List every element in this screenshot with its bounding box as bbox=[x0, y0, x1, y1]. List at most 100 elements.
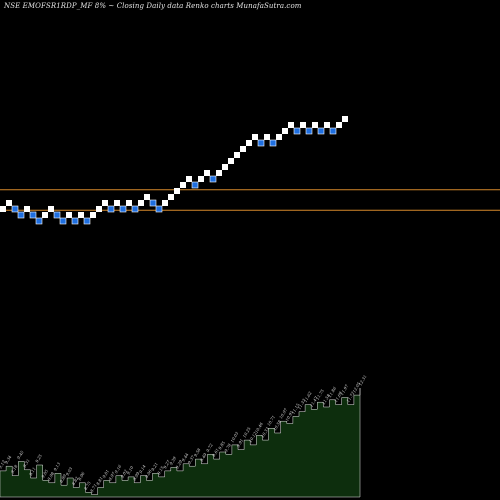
profile-label: 8.82 bbox=[71, 475, 80, 486]
renko-brick-up bbox=[168, 194, 174, 200]
profile-label: 9.12 bbox=[0, 459, 7, 470]
profile-label: 9.18 bbox=[10, 464, 19, 475]
profile-label: 9.14 bbox=[138, 464, 147, 475]
renko-brick-down bbox=[35, 217, 43, 225]
profile-label: 9.58 bbox=[193, 447, 202, 458]
profile-label: 8.97 bbox=[107, 471, 116, 482]
profile-label: 11.75 bbox=[315, 388, 325, 401]
profile-label: 8.75 bbox=[83, 480, 92, 491]
profile-label: 8.89 bbox=[59, 473, 68, 484]
profile-label: 9.16 bbox=[113, 464, 122, 475]
profile-label: 9.45 bbox=[16, 449, 25, 460]
profile-label: 10.03 bbox=[229, 431, 239, 444]
renko-brick-up bbox=[342, 116, 348, 122]
renko-brick-up bbox=[312, 122, 318, 128]
profile-label: 8.99 bbox=[132, 471, 141, 482]
profile-label: 9.29 bbox=[174, 459, 183, 470]
renko-brick-up bbox=[96, 206, 102, 212]
profile-label: 9.13 bbox=[52, 461, 61, 472]
profile-label: 9.31 bbox=[22, 458, 31, 468]
renko-brick-up bbox=[90, 212, 96, 218]
profile-label: 10.97 bbox=[278, 407, 288, 420]
renko-brick-up bbox=[216, 170, 222, 176]
profile-label: 11.33 bbox=[297, 397, 307, 410]
renko-brick-up bbox=[228, 158, 234, 164]
profile-label: 9.27 bbox=[162, 459, 171, 470]
price-profile-area bbox=[0, 388, 361, 498]
renko-brick-up bbox=[288, 122, 294, 128]
renko-brick-up bbox=[246, 140, 252, 146]
profile-label: 9.21 bbox=[150, 462, 159, 472]
renko-bricks bbox=[0, 116, 348, 225]
profile-label: 9.03 bbox=[65, 466, 74, 477]
renko-brick-up bbox=[240, 146, 246, 152]
profile-label: 9.61 bbox=[211, 447, 220, 457]
profile-label: 9.78 bbox=[223, 442, 232, 453]
profile-label: 11.47 bbox=[309, 395, 319, 408]
profile-label: 9.15 bbox=[156, 465, 165, 476]
profile-label: 12.05 bbox=[351, 381, 361, 394]
profile-label: 11.62 bbox=[303, 390, 313, 403]
renko-brick-down bbox=[293, 127, 301, 135]
price-profile bbox=[0, 388, 361, 498]
profile-label: 9.10 bbox=[126, 465, 135, 476]
renko-brick-down bbox=[191, 181, 199, 189]
renko-brick-down bbox=[59, 217, 67, 225]
renko-brick-up bbox=[300, 122, 306, 128]
profile-label: 9.05 bbox=[40, 468, 49, 479]
renko-brick-up bbox=[324, 122, 330, 128]
profile-label: 8.96 bbox=[77, 471, 86, 482]
reference-lines bbox=[0, 189, 500, 211]
profile-label: 10.91 bbox=[284, 410, 294, 422]
profile-label: 9.11 bbox=[28, 466, 37, 476]
renko-brick-up bbox=[102, 200, 108, 206]
profile-label: 10.33 bbox=[260, 426, 270, 439]
renko-brick-up bbox=[276, 134, 282, 140]
renko-brick-up bbox=[234, 152, 240, 158]
renko-brick-up bbox=[204, 170, 210, 176]
profile-label: 10.71 bbox=[266, 414, 276, 426]
renko-brick-down bbox=[83, 217, 91, 225]
renko-brick-down bbox=[131, 205, 139, 213]
renko-brick-down bbox=[107, 205, 115, 213]
profile-label: 11.15 bbox=[290, 402, 300, 415]
renko-brick-up bbox=[138, 200, 144, 206]
renko-brick-up bbox=[222, 164, 228, 170]
renko-brick-up bbox=[0, 206, 6, 212]
renko-brick-down bbox=[149, 199, 157, 207]
profile-label: 9.91 bbox=[236, 438, 245, 448]
renko-brick-up bbox=[126, 200, 132, 206]
renko-brick-up bbox=[336, 122, 342, 128]
renko-brick-up bbox=[66, 212, 72, 218]
renko-brick-down bbox=[11, 205, 19, 213]
renko-brick-down bbox=[317, 127, 325, 135]
renko-brick-down bbox=[269, 139, 277, 147]
profile-label: 8.71 bbox=[89, 483, 98, 493]
renko-brick-down bbox=[17, 211, 25, 219]
profile-label: 9.34 bbox=[4, 454, 13, 465]
profile-label: 11.58 bbox=[321, 393, 331, 406]
renko-brick-down bbox=[209, 175, 217, 183]
renko-brick-up bbox=[24, 206, 30, 212]
profile-label: 10.25 bbox=[242, 426, 252, 439]
profile-label: 9.85 bbox=[217, 440, 226, 451]
profile-label: 9.49 bbox=[199, 452, 208, 463]
profile-label: 10.58 bbox=[272, 419, 282, 432]
profile-labels: 9.129.349.18 9.459.319.11 9.25 9.058.989.13… bbox=[0, 374, 368, 493]
profile-label: 9.37 bbox=[187, 454, 196, 465]
renko-brick-up bbox=[186, 176, 192, 182]
profile-label: 11.97 bbox=[339, 383, 349, 396]
renko-brick-up bbox=[144, 194, 150, 200]
renko-brick-up bbox=[162, 200, 168, 206]
renko-brick-up bbox=[114, 200, 120, 206]
renko-brick-up bbox=[180, 182, 186, 188]
profile-label: 9.01 bbox=[101, 469, 110, 479]
profile-label: 9.06 bbox=[144, 468, 153, 479]
renko-brick-up bbox=[42, 212, 48, 218]
renko-brick-down bbox=[305, 127, 313, 135]
renko-brick-down bbox=[119, 205, 127, 213]
renko-brick-down bbox=[53, 211, 61, 219]
chart-title: NSE EMOFSR1RDP_MF 8% ~ Closing Daily dat… bbox=[4, 2, 302, 10]
